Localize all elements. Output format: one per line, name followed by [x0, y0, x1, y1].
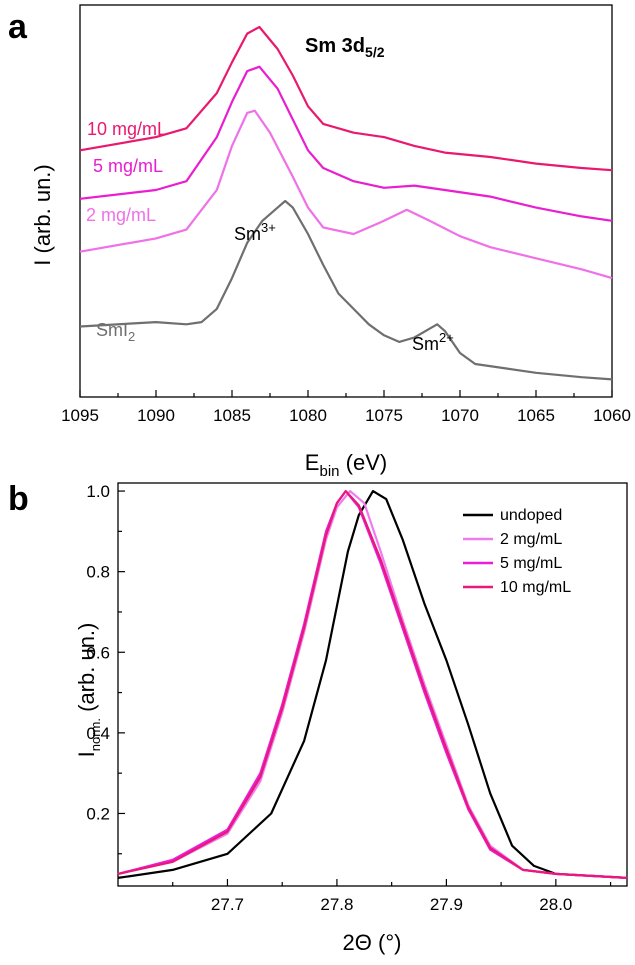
legend-label-10-mg-ml: 10 mg/mL — [500, 579, 571, 596]
panel-b-y-axis-title-unit: (arb. un.) — [74, 623, 99, 718]
panel-b-series-undoped — [117, 490, 628, 879]
panel-a-series — [79, 25, 613, 381]
panel-a-x-tick-label: 1090 — [137, 406, 175, 425]
label-10-mg-ml: 10 mg/mL — [87, 119, 167, 139]
panel-b-y-axis-title: Inorm. (arb. un.) — [74, 623, 103, 758]
panel-b-y-tick-label: 0.8 — [86, 563, 110, 582]
panel-a-x-axis-title-unit: (eV) — [340, 450, 388, 475]
panel-a-x-tick-label: 1070 — [441, 406, 479, 425]
label-2-mg-ml: 2 mg/mL — [86, 205, 156, 225]
panel-b-series-10-mg-ml — [117, 490, 628, 879]
panel-b-y-tick-label: 1.0 — [86, 482, 110, 501]
panel-b-y-tick-label: 0.4 — [86, 724, 110, 743]
panel-b-series-2-mg-ml — [117, 490, 628, 879]
legend-label-2-mg-ml: 2 mg/mL — [500, 531, 562, 548]
panel-a-frame — [79, 4, 613, 398]
panel-b-y-tick-label: 0.2 — [86, 804, 110, 823]
panel-a-series-2-mg-ml — [79, 109, 613, 280]
panel-a-series-smi2 — [79, 199, 613, 381]
legend-label-undoped: undoped — [500, 507, 562, 524]
panel-b-x-axis-title: 2Θ (°) — [343, 930, 402, 955]
panel-a-x-tick-label: 1080 — [289, 406, 327, 425]
panel-a-x-tick-label: 1085 — [213, 406, 251, 425]
panel-b-x-tick-label: 28.0 — [539, 895, 572, 914]
panel-a-x-tick-label: 1075 — [365, 406, 403, 425]
panel-letter-a: a — [8, 8, 28, 46]
annotation-sm3plus-sup: 3+ — [261, 220, 276, 235]
annotation-sm3plus: Sm3+ — [234, 220, 276, 244]
label-5-mg-ml: 5 mg/mL — [93, 156, 163, 176]
panel-a-series-5-mg-ml — [79, 65, 613, 222]
panel-b-frame — [117, 482, 628, 887]
panel-b-legend: undoped 2 mg/mL 5 mg/mL 10 mg/mL — [463, 507, 571, 596]
panel-b: 27.7 27.8 27.9 28.00.20.40.60.81.0 undoped2… — [74, 482, 628, 955]
panel-a-y-axis-title: I (arb. un.) — [30, 164, 55, 265]
panel-a-x-tick-label: 1060 — [593, 406, 631, 425]
panel-a-x-axis-title: Ebin (eV) — [305, 450, 387, 480]
panel-b-y-axis-title-sub: norm. — [88, 718, 103, 751]
label-smi2-sub: 2 — [128, 329, 135, 344]
panel-b-x-tick-label: 27.7 — [211, 895, 244, 914]
panel-b-y-tick-label: 0.6 — [86, 643, 110, 662]
panel-b-series — [117, 490, 628, 879]
panel-b-ticks: 27.7 27.8 27.9 28.0 0.2 0.4 0.6 0.8 1.0 — [86, 482, 612, 914]
label-smi2: SmI2 — [96, 320, 135, 344]
panel-a: 1095 1090 1085 1080 1075 1070 1065 1060 Sm 3d5/… — [30, 4, 631, 480]
panel-a-x-tick-label: 1065 — [517, 406, 555, 425]
panel-b-series-5-mg-ml — [117, 490, 628, 879]
panel-a-title-sub: 5/2 — [365, 44, 385, 60]
panel-a-x-ticks: 1095 1090 1085 1080 1075 1070 1065 1060 — [61, 390, 631, 425]
annotation-sm2plus-sup: 2+ — [439, 330, 454, 345]
panel-a-series-10-mg-ml — [79, 25, 613, 172]
annotation-sm2plus: Sm2+ — [412, 330, 454, 354]
legend-label-5-mg-ml: 5 mg/mL — [500, 555, 562, 572]
panel-a-x-axis-title-sub: bin — [319, 463, 339, 480]
panel-a-x-tick-label: 1095 — [61, 406, 99, 425]
panel-letter-b: b — [8, 480, 29, 518]
panel-b-x-tick-label: 27.8 — [320, 895, 353, 914]
panel-b-x-tick-label: 27.9 — [430, 895, 463, 914]
panel-a-title: Sm 3d5/2 — [305, 35, 385, 60]
